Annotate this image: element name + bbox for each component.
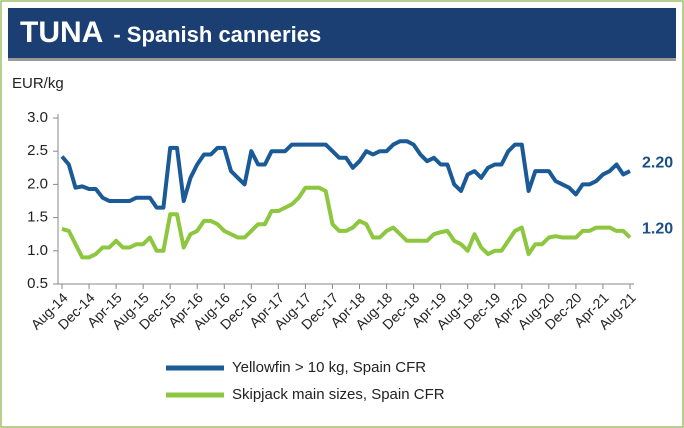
y-tick-label: 1.0 [27,242,48,259]
legend-label: Yellowfin > 10 kg, Spain CFR [232,359,426,376]
series-line [61,185,632,260]
end-label: 2.20 [642,154,673,171]
chart-title: TUNA [20,16,103,49]
y-tick-label: 1.5 [27,209,48,226]
y-axis-label: EUR/kg [12,75,64,92]
legend-label: Skipjack main sizes, Spain CFR [232,386,445,403]
y-tick-label: 2.0 [27,175,48,192]
y-tick-label: 2.5 [27,142,48,159]
y-tick-label: 0.5 [27,275,48,292]
y-tick-label: 3.0 [27,109,48,126]
header-bar [8,8,676,58]
series-line [60,139,631,210]
chart-subtitle: - Spanish canneries [113,22,321,47]
header-rule [8,58,676,61]
end-label: 1.20 [642,221,673,238]
